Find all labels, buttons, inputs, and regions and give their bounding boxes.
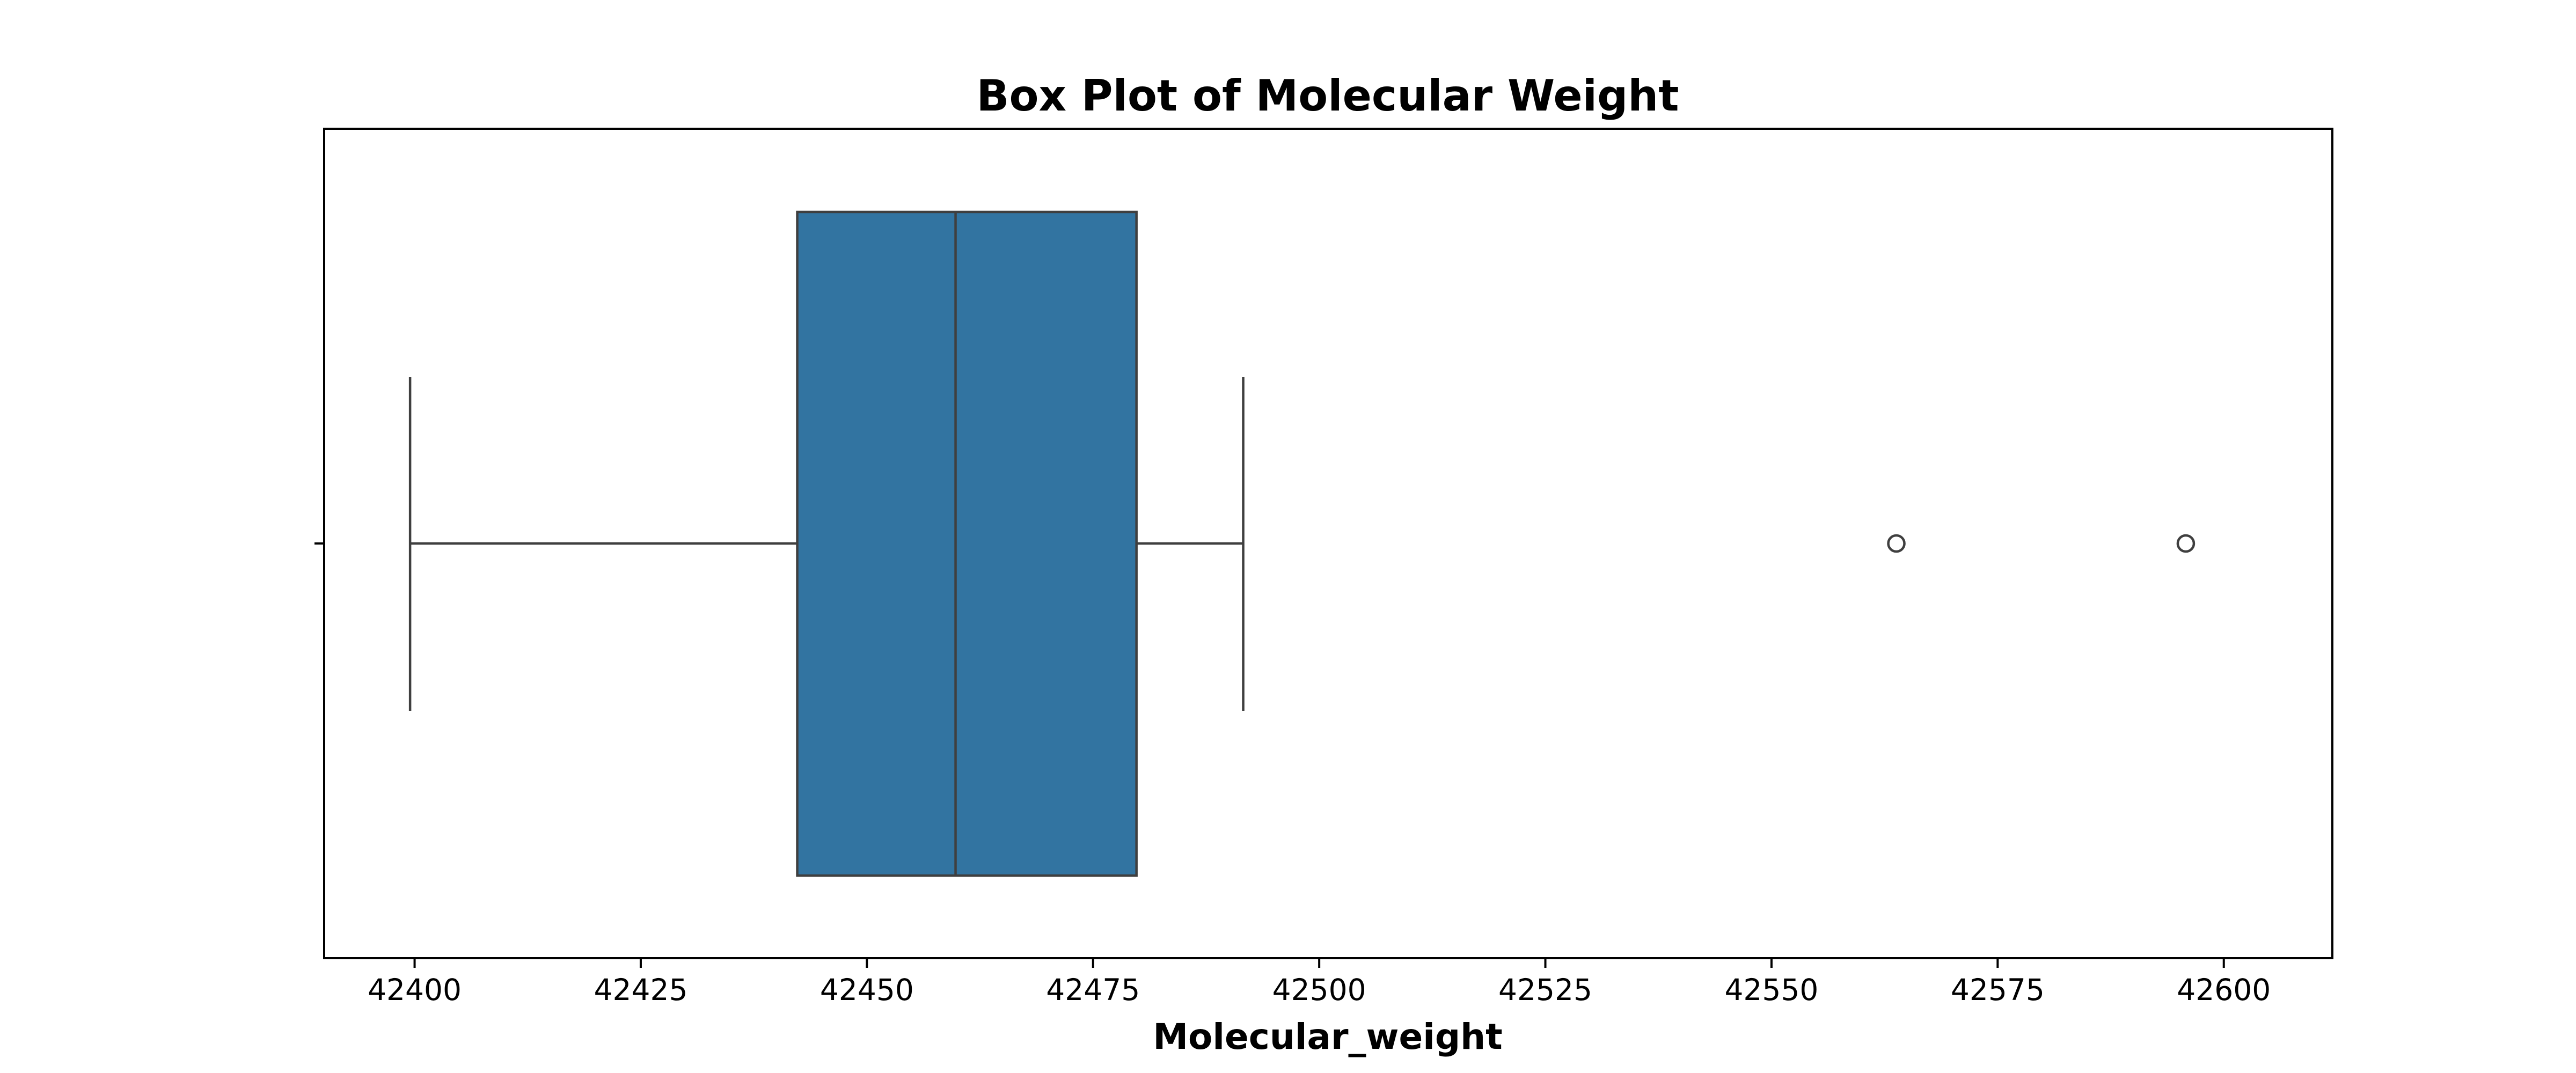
- x-tick-label: 42450: [820, 973, 914, 1007]
- x-tick-label: 42500: [1272, 973, 1366, 1007]
- x-tick-label: 42475: [1046, 973, 1140, 1007]
- x-tick-label: 42600: [2177, 973, 2271, 1007]
- x-tick-label: 42525: [1498, 973, 1592, 1007]
- plot-area: [408, 210, 2196, 877]
- chart-title: Box Plot of Molecular Weight: [977, 71, 1679, 121]
- x-axis-ticks: 42400 42425 42450 42475 42500 42525 42550 42575…: [314, 542, 2271, 1007]
- x-tick-label: 42400: [368, 973, 462, 1007]
- x-tick-label: 42425: [594, 973, 687, 1007]
- x-axis-label: Molecular_weight: [1153, 1016, 1502, 1057]
- x-tick-label: 42550: [1724, 973, 1818, 1007]
- x-tick-label: 42575: [1951, 973, 2045, 1007]
- interquartile-box: [796, 210, 1138, 877]
- outlier-point-1: [1887, 534, 1906, 553]
- outlier-point-2: [2176, 534, 2196, 553]
